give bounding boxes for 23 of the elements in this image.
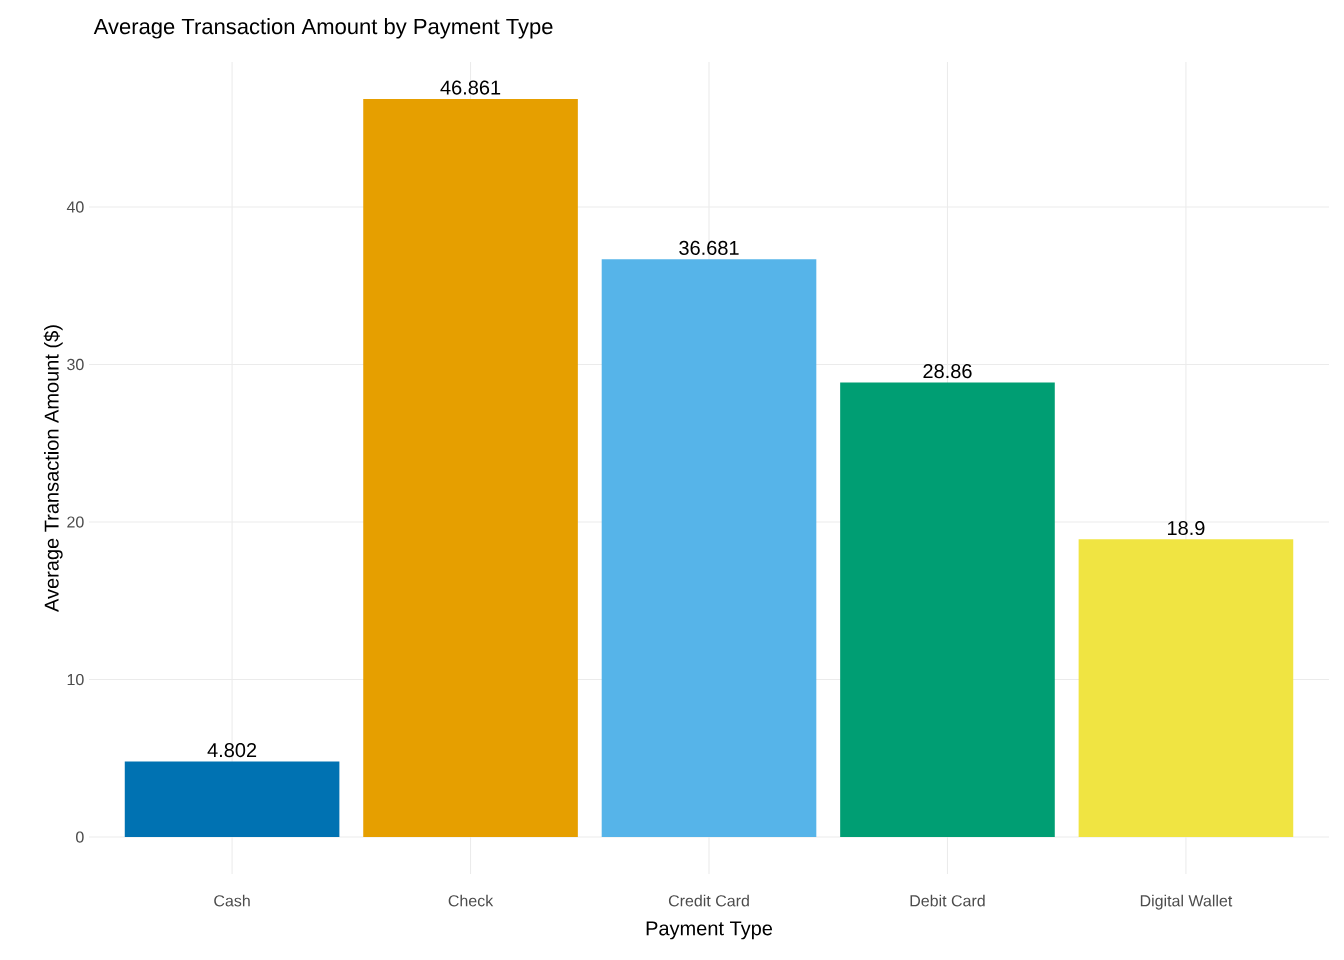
bar [363,98,578,838]
y-tick-label: 40 [66,201,84,213]
data-label: 46.861 [440,80,501,95]
bar [124,761,340,838]
x-tick-label: Debit Card [910,894,985,907]
y-tick-label: 10 [67,673,84,686]
bar [601,259,817,838]
bar [1078,539,1294,838]
data-label: 18.9 [1168,520,1205,536]
y-axis-title: Average Transaction Amount ($) [43,325,63,612]
data-label: 36.681 [679,240,739,255]
y-tick-label: 30 [67,358,84,371]
data-label: 28.86 [923,364,972,379]
data-label: 4.802 [207,743,257,758]
chart-title: Average Transaction Amount by Payment Type [93,18,553,39]
x-tick-label: Credit Card [668,894,749,907]
x-tick-label: Cash [214,894,250,907]
x-axis-title: Payment Type [646,921,773,940]
x-tick-label: Check [448,894,494,907]
y-tick-label: 0 [76,831,84,843]
x-tick-label: Digital Wallet [1140,894,1233,910]
bar [840,382,1055,838]
y-tick-label: 20 [67,516,84,528]
